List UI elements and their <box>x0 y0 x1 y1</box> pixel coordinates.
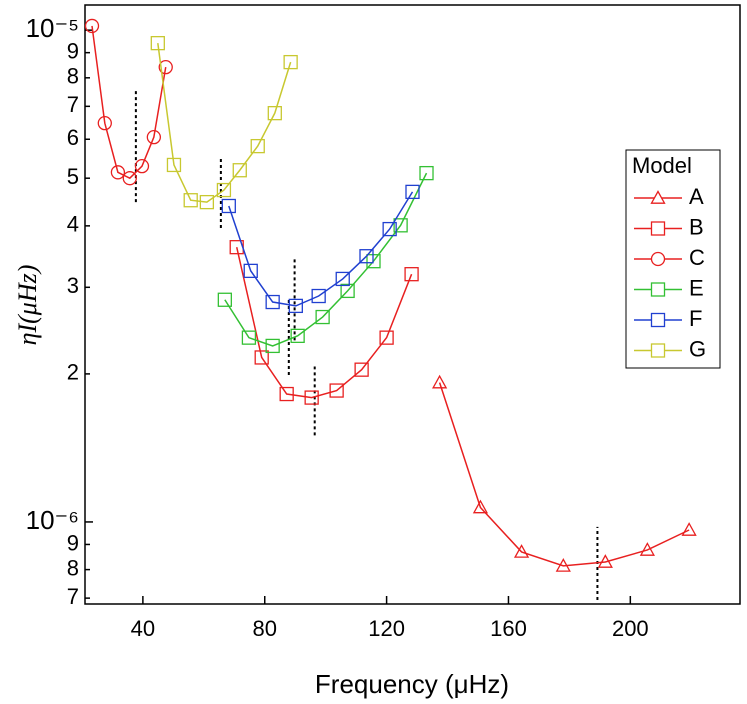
x-tick-label: 160 <box>490 616 527 641</box>
marker <box>311 288 326 304</box>
marker <box>84 18 100 34</box>
marker <box>472 499 489 514</box>
x-tick-label: 40 <box>131 616 155 641</box>
marker <box>354 362 369 377</box>
marker <box>555 558 571 572</box>
marker <box>250 138 265 154</box>
y-tick-label: 5 <box>67 164 79 189</box>
marker <box>166 157 182 173</box>
marker <box>290 328 305 344</box>
series-line <box>228 191 414 307</box>
marker <box>158 59 173 75</box>
marker <box>382 221 397 237</box>
legend-marker <box>650 343 666 358</box>
y-tick-label: 4 <box>67 212 79 237</box>
marker <box>183 193 198 208</box>
y-tick-label: 2 <box>67 360 79 385</box>
x-tick-label: 200 <box>612 616 649 641</box>
series-line <box>157 43 292 203</box>
marker <box>513 544 530 558</box>
marker <box>243 263 258 279</box>
marker <box>639 542 655 556</box>
marker <box>359 249 374 264</box>
marker <box>340 283 355 299</box>
marker <box>283 54 298 70</box>
marker <box>379 330 394 345</box>
legend-label: B <box>689 214 704 239</box>
marker <box>419 165 434 181</box>
marker <box>221 198 236 214</box>
marker <box>216 182 232 198</box>
marker <box>146 129 162 145</box>
marker <box>279 386 294 402</box>
legend-marker <box>650 251 666 267</box>
y-tick-label: 10⁻⁵ <box>26 13 79 43</box>
legend-label: C <box>689 245 705 270</box>
marker <box>254 350 269 365</box>
legend-marker <box>650 221 666 236</box>
series-line <box>224 172 428 347</box>
marker <box>393 218 408 233</box>
y-tick-label: 8 <box>67 555 79 580</box>
legend-title: Model <box>632 153 692 178</box>
marker <box>110 165 126 180</box>
marker <box>329 383 344 398</box>
marker <box>217 292 232 307</box>
legend-label: E <box>689 275 704 300</box>
y-axis-label: ηI(μHz) <box>13 265 42 346</box>
x-axis-label: Frequency (μHz) <box>315 669 509 699</box>
series-line <box>91 25 167 180</box>
marker <box>265 338 280 354</box>
x-tick-label: 80 <box>253 616 277 641</box>
marker <box>150 35 165 51</box>
marker <box>404 267 419 282</box>
legend-marker <box>650 312 666 328</box>
marker <box>432 374 448 389</box>
legend-label: A <box>689 184 704 209</box>
marker <box>288 298 303 314</box>
y-tick-label: 8 <box>67 64 79 89</box>
series-line <box>438 382 690 567</box>
marker <box>681 522 697 536</box>
marker <box>597 554 613 568</box>
marker <box>134 159 150 174</box>
y-tick-label: 3 <box>67 273 79 298</box>
legend-label: G <box>689 336 706 361</box>
marker <box>265 294 280 310</box>
y-tick-label: 9 <box>67 530 79 555</box>
marker <box>267 106 282 121</box>
series-line <box>235 247 413 399</box>
marker <box>241 330 257 345</box>
marker <box>335 271 350 287</box>
y-tick-label: 7 <box>67 584 79 609</box>
plot-frame <box>84 4 741 605</box>
marker <box>304 390 319 405</box>
marker <box>232 163 247 178</box>
marker <box>405 184 420 200</box>
y-tick-label: 9 <box>67 38 79 63</box>
legend-marker <box>650 190 666 204</box>
x-tick-label: 120 <box>368 616 405 641</box>
marker <box>97 116 112 131</box>
marker <box>199 194 215 210</box>
y-tick-label: 7 <box>67 92 79 117</box>
y-tick-label: 6 <box>67 125 79 150</box>
y-tick-label: 10⁻⁶ <box>26 505 79 535</box>
legend-label: F <box>689 306 702 331</box>
legend-marker <box>650 282 666 297</box>
marker <box>315 309 330 325</box>
marker <box>122 171 137 186</box>
